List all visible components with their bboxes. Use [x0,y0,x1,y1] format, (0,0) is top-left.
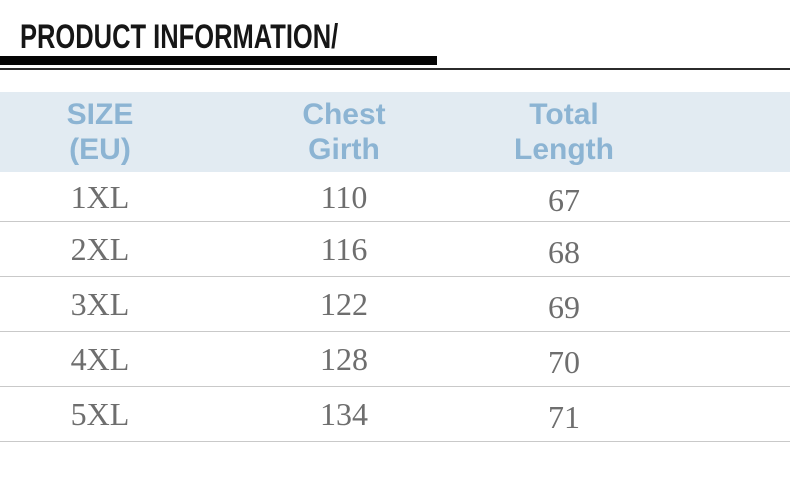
cell-total-length: 69 [548,289,580,325]
header-size-line1: SIZE [66,98,134,131]
cell-size: 1XL [70,178,130,215]
table-row: 2XL 116 68 [0,222,790,277]
cell-size: 5XL [70,396,130,432]
cell-chest-girth: 116 [320,231,368,267]
header-cell-total-length: Total Length [488,97,640,167]
cell-total-length: 71 [548,399,580,435]
table-row: 5XL 134 71 [0,387,790,442]
table-row: 4XL 128 70 [0,332,790,387]
cell-size: 2XL [70,231,130,267]
cell-chest-girth: 128 [320,341,368,377]
title-divider-line [0,68,790,70]
cell-chest-girth: 122 [320,286,368,322]
table-row: 3XL 122 69 [0,277,790,332]
cell-total-length: 67 [548,181,580,218]
cell-size: 3XL [70,286,130,322]
page-title: PRODUCT INFORMATION/ [20,18,339,56]
header-cell-chest-girth: Chest Girth [200,97,488,167]
size-table: SIZE (EU) Chest Girth Total Length 1XL 1… [0,92,790,442]
table-row: 1XL 110 67 [0,172,790,222]
cell-size: 4XL [70,341,130,377]
cell-chest-girth: 134 [320,396,368,432]
header-chest-line1: Chest [302,98,386,131]
cell-total-length: 68 [548,234,580,270]
cell-chest-girth: 110 [320,178,368,215]
header-total-line1: Total [529,98,599,131]
table-header-row: SIZE (EU) Chest Girth Total Length [0,92,790,172]
cell-total-length: 70 [548,344,580,380]
title-underline-bar [0,56,437,65]
header-chest-line2: Girth [308,133,380,166]
header-size-line2: (EU) [69,133,131,166]
header-total-line2: Length [514,133,614,166]
header-cell-size: SIZE (EU) [0,97,200,167]
